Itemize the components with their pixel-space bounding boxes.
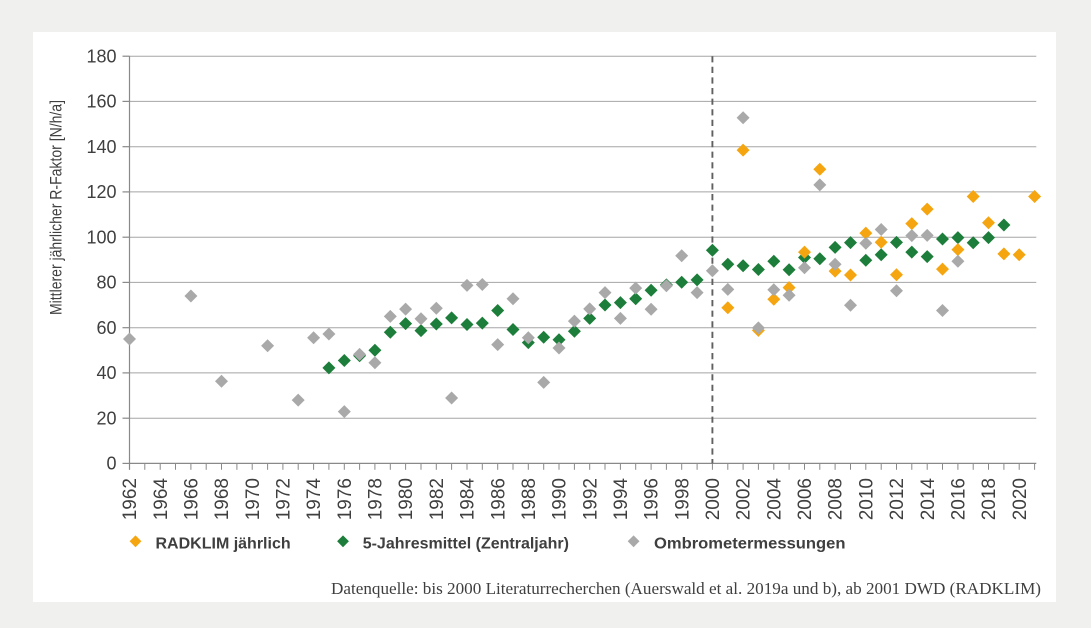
svg-text:1978: 1978 <box>366 478 387 520</box>
svg-text:2008: 2008 <box>826 478 847 520</box>
svg-text:1986: 1986 <box>488 478 509 520</box>
svg-text:1962: 1962 <box>120 478 141 520</box>
svg-text:2018: 2018 <box>979 478 1000 520</box>
svg-text:1988: 1988 <box>519 478 540 520</box>
svg-text:1966: 1966 <box>182 478 203 520</box>
svg-text:5-Jahresmittel (Zentraljahr): 5-Jahresmittel (Zentraljahr) <box>363 535 569 552</box>
svg-text:1968: 1968 <box>212 478 233 520</box>
svg-text:1994: 1994 <box>611 478 632 521</box>
svg-text:1998: 1998 <box>672 478 693 520</box>
svg-text:1980: 1980 <box>396 478 417 520</box>
svg-text:RADKLIM jährlich: RADKLIM jährlich <box>156 535 291 552</box>
svg-text:80: 80 <box>96 273 116 293</box>
svg-text:140: 140 <box>86 137 116 157</box>
svg-text:Mittlerer jährlicher R-Faktor: Mittlerer jährlicher R-Faktor [N/h/a] <box>47 100 66 315</box>
svg-text:40: 40 <box>96 363 116 383</box>
svg-text:0: 0 <box>106 454 116 474</box>
svg-text:Ombrometermessungen: Ombrometermessungen <box>654 535 846 552</box>
svg-text:120: 120 <box>86 182 116 202</box>
svg-text:2006: 2006 <box>795 478 816 520</box>
svg-text:20: 20 <box>96 408 116 428</box>
svg-text:1982: 1982 <box>427 478 448 520</box>
svg-text:1984: 1984 <box>458 478 479 521</box>
svg-text:Datenquelle: bis 2000 Literatu: Datenquelle: bis 2000 Literaturrecherche… <box>331 579 1041 598</box>
svg-text:2010: 2010 <box>856 478 877 520</box>
svg-text:160: 160 <box>86 92 116 112</box>
svg-text:1974: 1974 <box>304 478 325 521</box>
svg-text:180: 180 <box>86 46 116 66</box>
svg-text:1976: 1976 <box>335 478 356 520</box>
svg-text:1970: 1970 <box>243 478 264 520</box>
svg-text:100: 100 <box>86 227 116 247</box>
svg-text:2012: 2012 <box>887 478 908 520</box>
svg-text:1972: 1972 <box>274 478 295 520</box>
svg-text:2020: 2020 <box>1010 478 1031 520</box>
svg-text:2014: 2014 <box>918 478 939 521</box>
svg-text:2002: 2002 <box>734 478 755 520</box>
svg-text:2016: 2016 <box>949 478 970 520</box>
svg-text:2000: 2000 <box>703 478 724 520</box>
svg-text:60: 60 <box>96 318 116 338</box>
svg-text:1990: 1990 <box>550 478 571 520</box>
svg-text:2004: 2004 <box>764 478 785 521</box>
svg-text:1992: 1992 <box>580 478 601 520</box>
svg-text:1964: 1964 <box>151 478 172 521</box>
svg-text:1996: 1996 <box>642 478 663 520</box>
